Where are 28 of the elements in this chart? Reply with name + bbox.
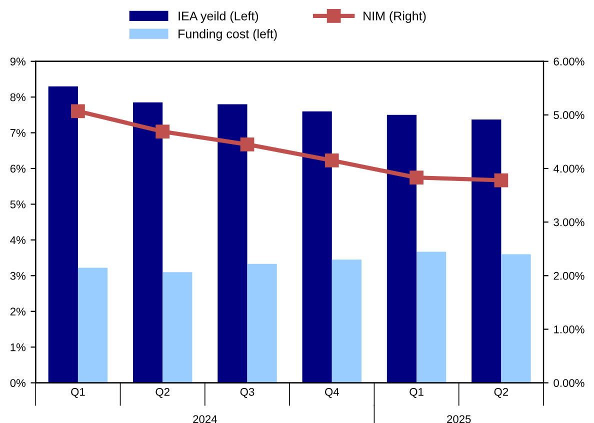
y2-tick-label: 1.00% — [554, 326, 584, 334]
y-tick-label: 9% — [10, 58, 26, 66]
x-tick-label: Q1 — [410, 388, 424, 398]
y-tick-label: 4% — [10, 236, 26, 244]
y2-tick-label: 4.00% — [553, 164, 584, 173]
y2-tick-label: 3.00% — [554, 218, 584, 226]
x-tick-label: Q1 — [71, 388, 85, 398]
y-tick-label: 0% — [10, 379, 26, 387]
y-tick-label: 7% — [10, 129, 26, 137]
y-tick-label: 8% — [10, 93, 26, 102]
y2-tick-label: 6.00% — [554, 58, 584, 66]
legend-label: Funding cost (left) — [178, 29, 277, 41]
y2-tick-label: 0.00% — [554, 379, 584, 387]
y2-tick-label: 2.00% — [554, 272, 584, 280]
y-tick-label: 5% — [10, 200, 26, 208]
x-tick-label: Q2 — [156, 388, 170, 398]
text: 2024 — [193, 415, 217, 423]
x-tick-label: Q2 — [494, 388, 508, 398]
text: 2025 — [447, 415, 471, 423]
y-tick-label: 3% — [10, 272, 26, 280]
y2-tick-label: 5.00% — [554, 111, 584, 120]
y-tick-label: 6% — [10, 164, 26, 173]
y-tick-label: 1% — [10, 343, 26, 352]
y-tick-label: 2% — [10, 308, 26, 316]
legend-label: IEA yeild (Left) — [178, 11, 258, 23]
x-tick-label: Q3 — [240, 388, 254, 398]
x-tick-label: Q4 — [325, 388, 339, 398]
legend-label: NIM (Right) — [364, 11, 426, 23]
